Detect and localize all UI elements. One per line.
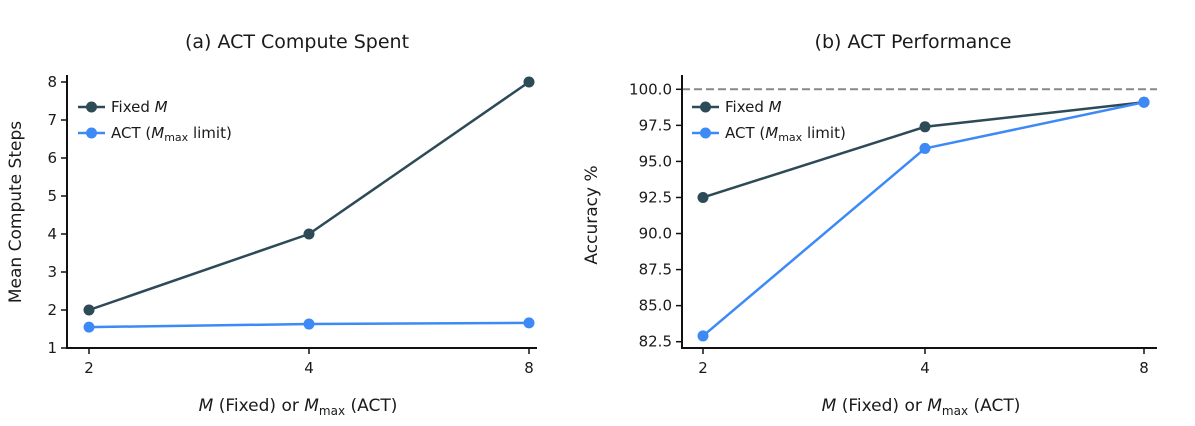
panel-a-axes: 1 2 3 4 5 6 7 8 2 4 8: [47, 73, 537, 377]
panel-b-xlabel: M (Fixed) or Mmax (ACT): [822, 396, 1021, 418]
panel-a-legend: Fixed M ACT (Mmax limit): [78, 98, 232, 144]
y-tick-label: 85.0: [639, 297, 672, 315]
x-tick-label: 2: [698, 359, 708, 377]
panel-a-compute-spent: (a) ACT Compute Spent Mean Compute Steps…: [6, 31, 537, 418]
data-point-fixed: [303, 228, 315, 240]
x-tick-label: 8: [1139, 359, 1149, 377]
panel-a-ylabel: Mean Compute Steps: [6, 121, 26, 303]
y-tick-label: 97.5: [639, 116, 672, 134]
y-tick-label: 4: [47, 225, 57, 243]
data-point-act: [919, 142, 931, 154]
legend-act-marker: [86, 127, 97, 139]
y-tick-label: 87.5: [639, 261, 672, 279]
y-tick-label: 8: [47, 73, 57, 91]
legend-fixed-label: Fixed M: [111, 98, 168, 116]
legend-fixed-marker: [86, 101, 97, 113]
data-point-fixed: [83, 304, 95, 316]
y-tick-label: 7: [47, 111, 57, 129]
panel-a-xlabel: M (Fixed) or Mmax (ACT): [199, 396, 398, 418]
x-tick-label: 4: [920, 359, 930, 377]
y-tick-label: 95.0: [639, 152, 672, 170]
data-point-act: [303, 318, 315, 330]
legend-act-label: ACT (Mmax limit): [725, 124, 846, 144]
panel-b-legend: Fixed M ACT (Mmax limit): [692, 98, 846, 144]
data-point-fixed: [697, 191, 709, 203]
data-point-act: [697, 330, 709, 342]
y-tick-label: 1: [47, 339, 57, 357]
panel-b-title: (b) ACT Performance: [815, 31, 1012, 53]
legend-act-marker: [700, 127, 711, 139]
y-tick-label: 90.0: [639, 225, 672, 243]
legend-fixed-label: Fixed M: [725, 98, 782, 116]
series-line-fixed: [88, 80, 530, 312]
panel-b-ylabel: Accuracy %: [582, 165, 602, 264]
y-tick-label: 3: [47, 263, 57, 281]
x-tick-label: 4: [304, 359, 314, 377]
data-point-fixed: [919, 121, 931, 133]
legend-act-label: ACT (Mmax limit): [111, 124, 232, 144]
data-point-act: [523, 317, 535, 329]
x-tick-label: 2: [84, 359, 94, 377]
data-point-fixed: [523, 76, 535, 88]
panel-b-series: [697, 96, 1150, 342]
panel-a-series: [83, 76, 535, 333]
x-tick-label: 8: [524, 359, 534, 377]
data-point-act: [1138, 96, 1150, 108]
y-tick-label: 6: [47, 149, 57, 167]
panel-b-axes: 82.5 85.0 87.5 90.0 92.5 95.0 97.5 100.0 2 4 8: [629, 75, 1157, 377]
y-tick-label: 100.0: [629, 80, 672, 98]
y-tick-label: 92.5: [639, 188, 672, 206]
y-tick-label: 2: [47, 301, 57, 319]
panel-a-title: (a) ACT Compute Spent: [185, 31, 409, 53]
y-tick-label: 5: [47, 187, 57, 205]
panel-b-performance: (b) ACT Performance Accuracy % M (Fixed)…: [582, 31, 1157, 418]
data-point-act: [83, 321, 95, 333]
y-tick-label: 82.5: [639, 333, 672, 351]
legend-fixed-marker: [700, 101, 711, 113]
